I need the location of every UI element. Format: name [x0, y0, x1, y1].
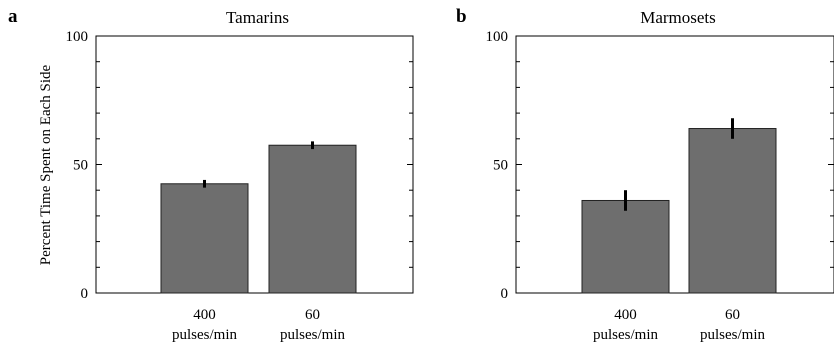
- y-tick-label: 0: [501, 286, 509, 302]
- bar: [160, 183, 249, 294]
- y-tick-label: 0: [81, 286, 89, 302]
- chart-title: Marmosets: [640, 8, 716, 27]
- x-category-label: 400: [193, 307, 216, 323]
- x-category-label: pulses/min: [593, 327, 659, 343]
- y-tick-label: 50: [73, 158, 88, 174]
- bar: [581, 199, 670, 294]
- plot-frame: [95, 35, 414, 294]
- panel-b: b Marmosets 0 50 100 400 pulses/min 60 pulses/mi…: [456, 6, 834, 343]
- panel-a: a Tamarins 0 50 100 400 pulses/min 60 pulses/min: [8, 6, 414, 343]
- chart-title: Tamarins: [226, 8, 289, 27]
- panel-letter: b: [456, 6, 467, 27]
- x-category-label: pulses/min: [700, 327, 766, 343]
- x-category-label: 60: [725, 307, 740, 323]
- x-category-label: pulses/min: [280, 327, 346, 343]
- bar: [688, 128, 777, 294]
- bar: [268, 144, 357, 294]
- x-category-label: pulses/min: [172, 327, 238, 343]
- x-category-label: 400: [614, 307, 637, 323]
- y-tick-label: 50: [493, 158, 508, 174]
- y-axis-label: Percent Time Spent on Each Side: [38, 64, 54, 265]
- plot-frame: [515, 35, 834, 294]
- y-tick-label: 100: [486, 29, 509, 45]
- y-tick-label: 100: [66, 29, 89, 45]
- x-category-label: 60: [305, 307, 320, 323]
- panel-letter: a: [8, 6, 18, 27]
